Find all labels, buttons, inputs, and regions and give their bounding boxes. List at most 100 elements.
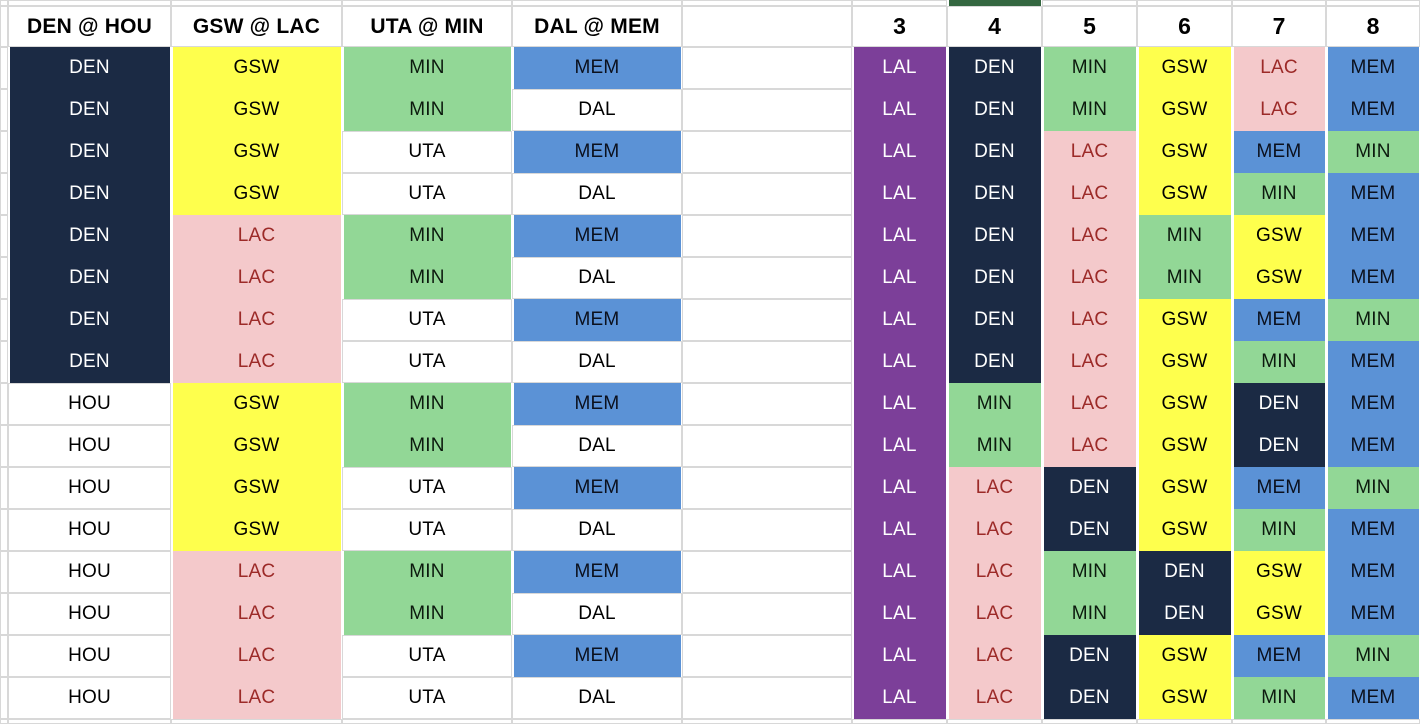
grid-cell[interactable]: GSW [1232, 215, 1326, 257]
grid-cell[interactable]: DEN [1137, 551, 1232, 593]
header-matchup-den-hou[interactable]: DEN @ HOU [8, 6, 171, 47]
grid-cell[interactable]: MIN [342, 89, 512, 131]
grid-cell[interactable]: DEN [1042, 467, 1137, 509]
grid-cell[interactable]: LAC [947, 677, 1042, 719]
header-matchup-uta-min[interactable]: UTA @ MIN [342, 6, 512, 47]
grid-cell[interactable]: GSW [1137, 341, 1232, 383]
grid-cell[interactable]: MIN [1042, 89, 1137, 131]
grid-cell[interactable]: LAC [947, 593, 1042, 635]
header-pick-3[interactable]: 3 [852, 6, 947, 47]
grid-cell[interactable]: MIN [1326, 467, 1420, 509]
grid-cell[interactable]: HOU [8, 635, 171, 677]
grid-cell[interactable]: MEM [1232, 299, 1326, 341]
grid-cell[interactable] [682, 89, 852, 131]
grid-cell[interactable]: DAL [512, 173, 682, 215]
grid-cell[interactable]: DEN [947, 89, 1042, 131]
grid-cell[interactable]: GSW [1232, 593, 1326, 635]
grid-cell[interactable]: MEM [1326, 47, 1420, 89]
grid-cell[interactable]: MIN [1232, 509, 1326, 551]
grid-cell[interactable]: LAC [1232, 89, 1326, 131]
grid-cell[interactable]: DEN [1042, 635, 1137, 677]
grid-cell[interactable]: UTA [342, 677, 512, 719]
grid-cell[interactable]: LAL [852, 593, 947, 635]
grid-cell[interactable]: LAC [171, 677, 342, 719]
grid-cell[interactable]: MIN [1232, 677, 1326, 719]
grid-cell[interactable]: LAL [852, 425, 947, 467]
grid-cell[interactable]: DEN [947, 131, 1042, 173]
grid-cell[interactable]: MEM [512, 551, 682, 593]
grid-cell[interactable]: LAC [171, 341, 342, 383]
grid-cell[interactable]: GSW [1137, 635, 1232, 677]
grid-cell[interactable] [682, 299, 852, 341]
grid-cell[interactable]: DEN [8, 131, 171, 173]
grid-cell[interactable] [682, 173, 852, 215]
grid-cell[interactable]: DAL [512, 89, 682, 131]
header-matchup-dal-mem[interactable]: DAL @ MEM [512, 6, 682, 47]
header-empty-cell[interactable] [682, 6, 852, 47]
grid-cell[interactable]: MEM [1232, 131, 1326, 173]
grid-cell[interactable]: LAL [852, 509, 947, 551]
grid-cell[interactable] [682, 341, 852, 383]
grid-cell[interactable]: LAC [171, 551, 342, 593]
grid-cell[interactable]: LAC [171, 299, 342, 341]
grid-cell[interactable]: MIN [1326, 299, 1420, 341]
grid-cell[interactable] [682, 215, 852, 257]
grid-cell[interactable]: MIN [947, 383, 1042, 425]
grid-cell[interactable]: UTA [342, 173, 512, 215]
grid-cell[interactable]: MEM [512, 635, 682, 677]
grid-cell[interactable]: MIN [1326, 131, 1420, 173]
grid-cell[interactable]: HOU [8, 509, 171, 551]
grid-cell[interactable]: LAL [852, 467, 947, 509]
grid-cell[interactable]: GSW [1137, 173, 1232, 215]
grid-cell[interactable]: DEN [947, 47, 1042, 89]
grid-cell[interactable]: LAL [852, 173, 947, 215]
grid-cell[interactable]: LAC [1042, 383, 1137, 425]
grid-cell[interactable]: GSW [171, 89, 342, 131]
grid-cell[interactable]: LAC [1042, 173, 1137, 215]
grid-cell[interactable]: GSW [1137, 47, 1232, 89]
grid-cell[interactable]: GSW [1137, 299, 1232, 341]
grid-cell[interactable]: MEM [1326, 509, 1420, 551]
grid-cell[interactable]: MIN [1042, 551, 1137, 593]
grid-cell[interactable]: LAL [852, 341, 947, 383]
grid-cell[interactable]: LAC [947, 551, 1042, 593]
grid-cell[interactable]: DEN [8, 89, 171, 131]
grid-cell[interactable]: LAL [852, 551, 947, 593]
grid-cell[interactable] [682, 509, 852, 551]
grid-cell[interactable]: LAL [852, 635, 947, 677]
grid-cell[interactable] [682, 551, 852, 593]
grid-cell[interactable]: DAL [512, 425, 682, 467]
grid-cell[interactable]: MEM [1232, 467, 1326, 509]
grid-cell[interactable]: LAC [1042, 299, 1137, 341]
grid-cell[interactable]: LAC [171, 215, 342, 257]
grid-cell[interactable]: GSW [171, 467, 342, 509]
grid-cell[interactable]: GSW [1232, 551, 1326, 593]
grid-cell[interactable]: LAC [171, 257, 342, 299]
grid-cell[interactable]: GSW [1137, 467, 1232, 509]
grid-cell[interactable] [682, 425, 852, 467]
grid-cell[interactable]: HOU [8, 425, 171, 467]
grid-cell[interactable]: MEM [1326, 341, 1420, 383]
grid-cell[interactable]: MEM [1326, 425, 1420, 467]
grid-cell[interactable]: LAL [852, 47, 947, 89]
header-pick-4[interactable]: 4 [947, 6, 1042, 47]
grid-cell[interactable]: GSW [1137, 383, 1232, 425]
grid-cell[interactable]: MEM [512, 215, 682, 257]
header-pick-5[interactable]: 5 [1042, 6, 1137, 47]
header-pick-8[interactable]: 8 [1326, 6, 1420, 47]
grid-cell[interactable]: LAC [947, 467, 1042, 509]
grid-cell[interactable] [682, 593, 852, 635]
grid-cell[interactable]: LAL [852, 215, 947, 257]
grid-cell[interactable]: GSW [171, 47, 342, 89]
grid-cell[interactable]: DEN [8, 299, 171, 341]
grid-cell[interactable]: UTA [342, 131, 512, 173]
grid-cell[interactable]: MIN [342, 215, 512, 257]
grid-cell[interactable]: MIN [342, 425, 512, 467]
grid-cell[interactable]: DEN [1232, 425, 1326, 467]
grid-cell[interactable]: MEM [1326, 383, 1420, 425]
grid-cell[interactable]: MIN [947, 425, 1042, 467]
grid-cell[interactable]: DAL [512, 257, 682, 299]
grid-cell[interactable]: LAC [947, 509, 1042, 551]
grid-cell[interactable]: GSW [171, 173, 342, 215]
grid-cell[interactable]: MIN [1232, 341, 1326, 383]
